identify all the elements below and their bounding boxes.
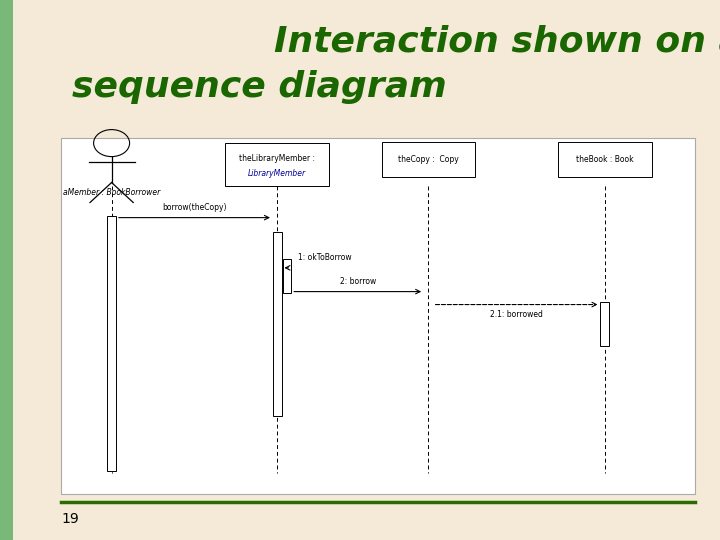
Bar xyxy=(600,302,609,346)
Text: aMember : BookBorrower: aMember : BookBorrower xyxy=(63,188,161,198)
Bar xyxy=(382,141,475,177)
Text: 19: 19 xyxy=(61,512,79,526)
Text: 2.1: borrowed: 2.1: borrowed xyxy=(490,310,543,319)
Bar xyxy=(273,232,282,416)
Text: theBook : Book: theBook : Book xyxy=(576,155,634,164)
Text: LibraryMember: LibraryMember xyxy=(248,169,306,178)
Text: theCopy :  Copy: theCopy : Copy xyxy=(398,155,459,164)
Text: theLibraryMember :: theLibraryMember : xyxy=(239,154,315,163)
Bar xyxy=(61,138,695,494)
Bar xyxy=(558,141,652,177)
Bar xyxy=(0,0,13,540)
Bar xyxy=(107,216,116,471)
Text: 1: okToBorrow: 1: okToBorrow xyxy=(299,253,352,262)
Bar xyxy=(225,143,329,186)
Text: borrow(theCopy): borrow(theCopy) xyxy=(162,203,227,212)
Text: 2: borrow: 2: borrow xyxy=(340,277,376,286)
Bar xyxy=(284,259,291,293)
Text: sequence diagram: sequence diagram xyxy=(72,70,446,104)
Text: Interaction shown on a: Interaction shown on a xyxy=(274,24,720,58)
